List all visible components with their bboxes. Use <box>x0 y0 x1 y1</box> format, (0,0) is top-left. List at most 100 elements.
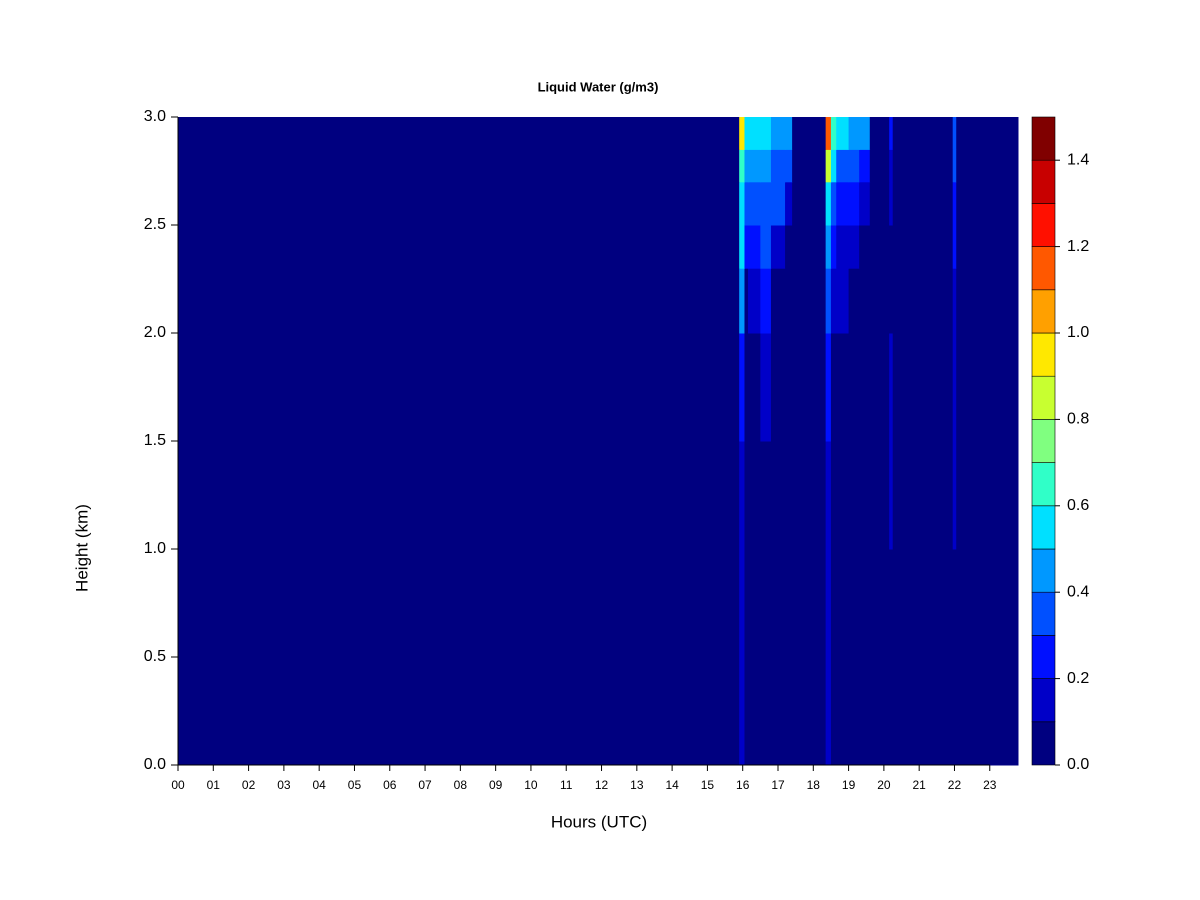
heatmap-cell <box>830 149 837 183</box>
y-tick-label: 2.5 <box>144 216 166 233</box>
heatmap-cell <box>739 149 745 183</box>
heatmap-cell <box>830 549 837 658</box>
x-tick-label: 04 <box>312 778 326 792</box>
heatmap-cell <box>739 441 745 550</box>
heatmap-cell <box>739 268 745 334</box>
heatmap-cell <box>825 441 832 550</box>
heatmap-cell <box>744 441 749 550</box>
x-tick-label: 19 <box>842 778 856 792</box>
heatmap-cell <box>792 657 827 766</box>
x-tick-label: 20 <box>877 778 891 792</box>
heatmap-cell <box>760 549 772 658</box>
heatmap-cell <box>178 117 740 150</box>
x-tick-label: 22 <box>948 778 962 792</box>
heatmap-cell <box>760 181 772 226</box>
heatmap-cell <box>785 181 793 226</box>
heatmap-cell <box>178 225 740 269</box>
chart-title: Liquid Water (g/m3) <box>538 79 659 94</box>
heatmap-cell <box>825 117 832 150</box>
heatmap-cell <box>869 149 890 183</box>
heatmap-cell <box>848 549 860 658</box>
heatmap-cell <box>889 333 894 442</box>
heatmap-cell <box>770 549 786 658</box>
heatmap-cell <box>889 441 894 550</box>
heatmap-cell <box>785 149 793 183</box>
heatmap-cell <box>956 117 1019 150</box>
heatmap-cell <box>956 181 1019 226</box>
heatmap-cell <box>739 549 745 658</box>
colorbar-level <box>1031 462 1056 507</box>
heatmap-cell <box>892 149 954 183</box>
heatmap-cell <box>956 225 1019 269</box>
heatmap-cell <box>836 181 850 226</box>
heatmap-cell <box>744 181 749 226</box>
heatmap-cell <box>859 268 871 334</box>
heatmap-cell <box>889 657 894 766</box>
colorbar-level <box>1031 591 1056 636</box>
heatmap-cell <box>859 333 871 442</box>
heatmap-cell <box>792 149 827 183</box>
heatmap-cell <box>956 549 1019 658</box>
heatmap-cell <box>748 441 761 550</box>
heatmap-cell <box>859 225 871 269</box>
heatmap-cell <box>859 549 871 658</box>
heatmap-cell <box>848 181 860 226</box>
x-tick-label: 23 <box>983 778 997 792</box>
heatmap-cell <box>825 149 832 183</box>
heatmap-cell <box>892 181 954 226</box>
x-tick-label: 12 <box>595 778 609 792</box>
heatmap-cell <box>825 657 832 766</box>
heatmap-cell <box>739 225 745 269</box>
heatmap-cell <box>836 225 850 269</box>
x-tick-label: 18 <box>807 778 821 792</box>
heatmap-cell <box>869 333 890 442</box>
heatmap-cell <box>770 333 786 442</box>
heatmap-cell <box>892 225 954 269</box>
colorbar-level <box>1031 635 1056 679</box>
heatmap-cell <box>792 117 827 150</box>
heatmap-cell <box>748 333 761 442</box>
x-tick-label: 05 <box>348 778 362 792</box>
colorbar-level <box>1031 332 1056 377</box>
heatmap-cell <box>952 657 957 766</box>
heatmap-cell <box>859 181 871 226</box>
heatmap-cell <box>748 225 761 269</box>
x-tick-label: 01 <box>207 778 221 792</box>
heatmap-cell <box>178 333 740 442</box>
heatmap-cell <box>859 441 871 550</box>
x-tick-label: 16 <box>736 778 750 792</box>
heatmap-cell <box>744 268 749 334</box>
heatmap-cell <box>178 181 740 226</box>
heatmap-cell <box>744 657 749 766</box>
heatmap-cell <box>785 225 793 269</box>
heatmap-cell <box>836 333 850 442</box>
colorbar-level <box>1031 246 1056 291</box>
heatmap-cell <box>825 549 832 658</box>
heatmap-cell <box>859 149 871 183</box>
heatmap-cell <box>178 549 740 658</box>
heatmap-cell <box>744 549 749 658</box>
heatmap-cell <box>956 333 1019 442</box>
heatmap-cell <box>892 268 954 334</box>
heatmap-cell <box>848 117 860 150</box>
colorbar-level <box>1031 505 1056 550</box>
heatmap-cell <box>869 117 890 150</box>
heatmap-cell <box>952 549 957 658</box>
y-tick-label: 1.5 <box>144 432 166 449</box>
heatmap-cell <box>952 225 957 269</box>
colorbar-tick-label: 1.4 <box>1067 151 1089 168</box>
heatmap-cell <box>830 333 837 442</box>
heatmap-cell <box>178 657 740 766</box>
y-tick-label: 0.0 <box>144 756 166 773</box>
heatmap-cell <box>744 225 749 269</box>
heatmap-cell <box>770 117 786 150</box>
heatmap-cell <box>952 441 957 550</box>
heatmap-cell <box>825 268 832 334</box>
heatmap-cell <box>836 657 850 766</box>
heatmap-cell <box>739 181 745 226</box>
colorbar-tick-label: 0.6 <box>1067 497 1089 514</box>
heatmap-cell <box>889 149 894 183</box>
heatmap-cell <box>952 333 957 442</box>
colorbar-level <box>1031 548 1056 593</box>
heatmap-cell <box>836 441 850 550</box>
